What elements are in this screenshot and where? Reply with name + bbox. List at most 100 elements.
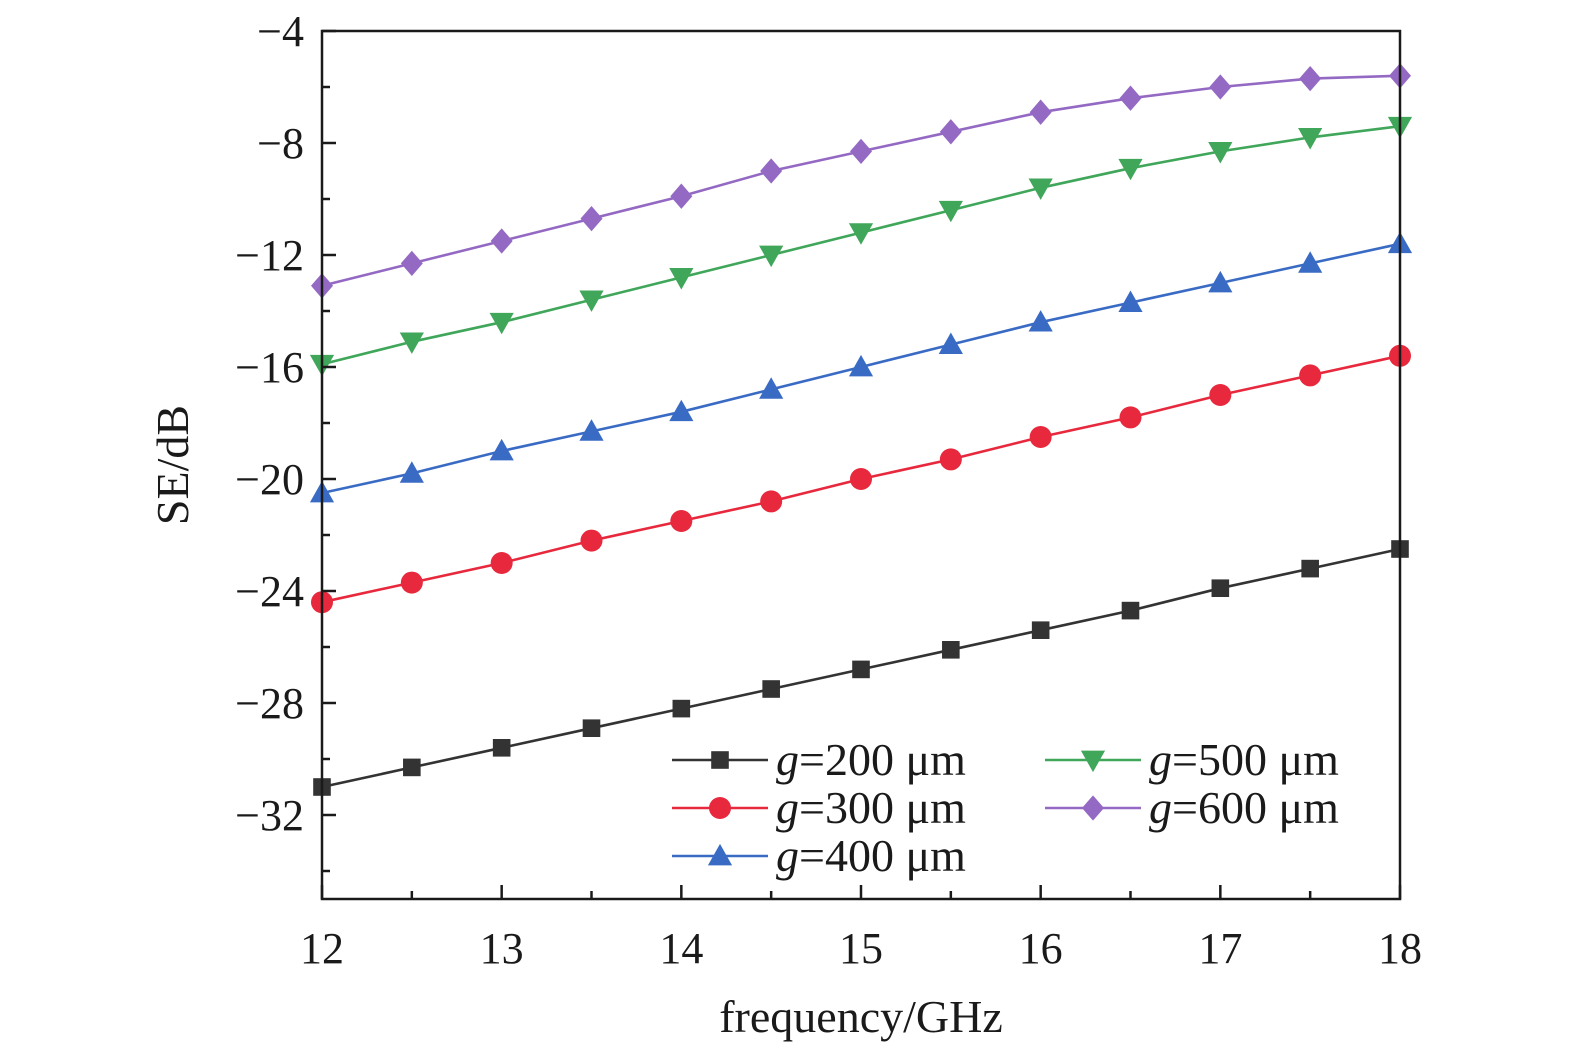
data-point xyxy=(489,438,514,461)
legend-marker xyxy=(1080,750,1106,773)
data-point xyxy=(1029,426,1052,448)
data-point xyxy=(1121,601,1140,620)
y-tick-label: −16 xyxy=(235,343,304,392)
data-point xyxy=(938,332,963,354)
data-point xyxy=(762,680,780,698)
data-point xyxy=(760,158,783,184)
legend-label-var: g xyxy=(776,830,799,881)
y-tick-label: −8 xyxy=(257,119,304,168)
y-axis-ticks: −4 −8 −12 −16 −20 −24 −28 −32 xyxy=(235,7,336,873)
legend-label-var: g xyxy=(1149,734,1172,785)
data-point xyxy=(580,529,603,552)
legend-label: g=200 μm xyxy=(776,734,966,785)
legend-item: g=300 μm xyxy=(672,782,966,833)
data-point xyxy=(669,399,694,422)
legend-label: g=500 μm xyxy=(1149,734,1339,785)
data-point xyxy=(400,250,423,277)
y-tick-label: −4 xyxy=(257,7,304,56)
data-point xyxy=(1031,621,1050,639)
data-point xyxy=(1208,270,1233,293)
data-point xyxy=(670,510,693,532)
data-point xyxy=(1211,579,1230,597)
data-point xyxy=(1118,158,1143,181)
series-4 xyxy=(309,116,1413,377)
y-axis-title: SE/dB xyxy=(147,405,198,525)
series-layer xyxy=(309,63,1413,796)
data-point xyxy=(1208,142,1233,164)
data-point xyxy=(399,461,424,483)
y-tick-label: −20 xyxy=(235,455,304,504)
data-point xyxy=(580,205,603,232)
data-point xyxy=(1028,310,1053,332)
data-point xyxy=(1298,251,1323,273)
legend-marker xyxy=(709,797,731,819)
data-point xyxy=(669,268,694,290)
x-tick-label: 14 xyxy=(659,924,703,973)
data-point xyxy=(579,419,604,441)
legend-label-var: g xyxy=(1149,782,1172,833)
data-point xyxy=(850,138,872,165)
data-point xyxy=(489,312,514,335)
data-point xyxy=(1119,406,1142,429)
series-5 xyxy=(311,63,1411,299)
data-point xyxy=(1029,99,1052,125)
data-point xyxy=(1209,74,1232,100)
series-3 xyxy=(309,231,1413,503)
legend-label-value: =200 μm xyxy=(799,734,966,785)
data-point xyxy=(579,290,604,312)
x-tick-label: 18 xyxy=(1378,924,1422,973)
y-tick-label: −12 xyxy=(235,231,304,280)
legend-item: g=400 μm xyxy=(672,830,966,881)
data-point xyxy=(403,758,421,777)
data-point xyxy=(492,739,511,757)
data-point xyxy=(1299,65,1322,92)
data-point xyxy=(490,228,513,254)
legend-label: g=600 μm xyxy=(1149,782,1339,833)
data-point xyxy=(670,183,693,209)
data-point xyxy=(760,490,783,513)
y-tick-label: −24 xyxy=(235,567,304,616)
data-point xyxy=(942,641,960,659)
data-point xyxy=(1298,128,1323,150)
data-point xyxy=(1118,290,1143,312)
legend-item: g=500 μm xyxy=(1045,734,1339,785)
legend-marker xyxy=(707,843,733,866)
legend-label-var: g xyxy=(776,782,799,833)
data-point xyxy=(850,468,872,490)
data-point xyxy=(1301,559,1319,578)
data-point xyxy=(582,719,601,737)
data-point xyxy=(848,354,874,377)
x-axis-title: frequency/GHz xyxy=(719,991,1003,1042)
data-point xyxy=(1119,85,1142,111)
x-axis-ticks: 12 13 14 15 16 17 18 xyxy=(300,885,1422,973)
y-tick-label: −28 xyxy=(235,679,304,728)
data-point xyxy=(400,571,423,594)
data-point xyxy=(759,245,784,268)
data-point xyxy=(490,552,513,574)
x-tick-label: 17 xyxy=(1198,924,1242,973)
legend-label-value: =600 μm xyxy=(1172,782,1339,833)
x-tick-label: 16 xyxy=(1019,924,1063,973)
legend-label-value: =400 μm xyxy=(799,830,966,881)
legend-label-value: =500 μm xyxy=(1172,734,1339,785)
x-tick-label: 12 xyxy=(300,924,344,973)
data-point xyxy=(852,660,870,679)
legend: g=200 μmg=300 μmg=400 μmg=500 μmg=600 μm xyxy=(672,734,1339,881)
legend-label-value: =300 μm xyxy=(799,782,966,833)
data-point xyxy=(1209,384,1232,406)
data-point xyxy=(938,200,963,223)
series-1 xyxy=(313,540,1409,796)
series-2 xyxy=(311,344,1411,614)
data-point xyxy=(848,223,874,245)
data-point xyxy=(939,448,962,471)
data-point xyxy=(1299,364,1322,387)
legend-item: g=200 μm xyxy=(672,734,966,785)
x-tick-label: 13 xyxy=(480,924,524,973)
series-line xyxy=(321,74,1401,288)
data-point xyxy=(672,699,691,718)
legend-item: g=600 μm xyxy=(1045,782,1339,833)
legend-marker xyxy=(1082,795,1104,821)
data-point xyxy=(759,377,784,399)
legend-label: g=400 μm xyxy=(776,830,966,881)
